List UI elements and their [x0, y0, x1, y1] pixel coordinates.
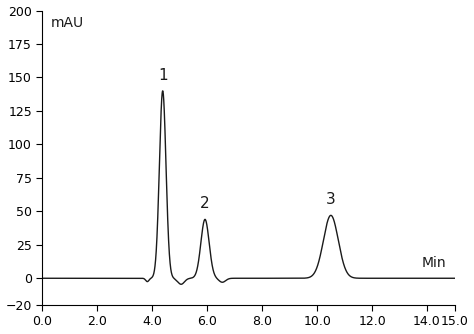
- Text: 2: 2: [200, 196, 210, 211]
- Text: 3: 3: [326, 192, 336, 207]
- Text: Min: Min: [422, 256, 446, 270]
- Text: mAU: mAU: [51, 16, 84, 30]
- Text: 1: 1: [158, 68, 167, 83]
